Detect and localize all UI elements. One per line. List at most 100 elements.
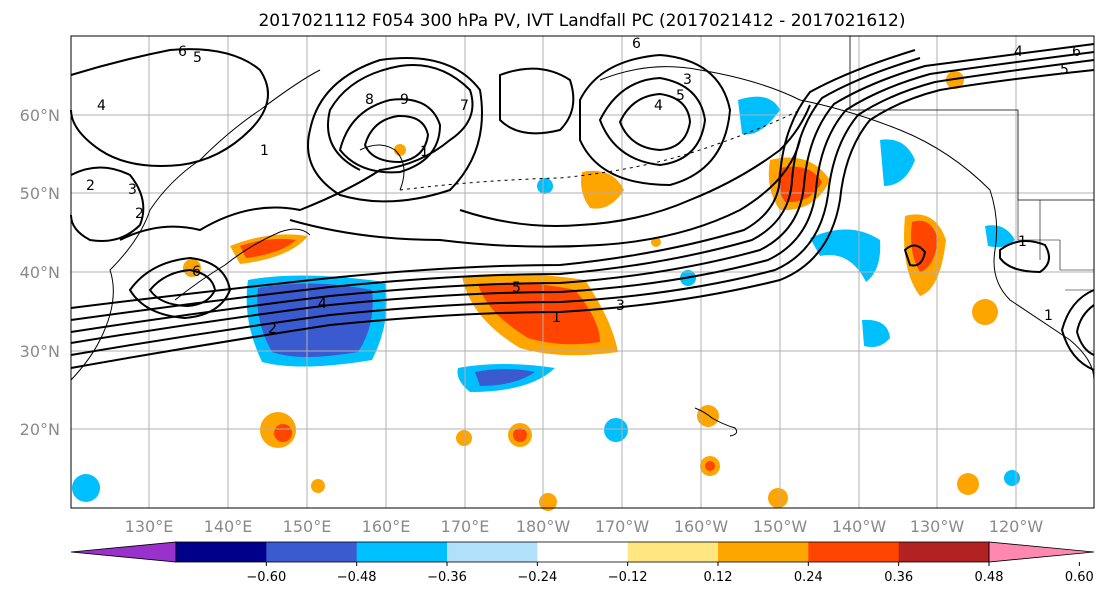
negative-anomaly-blob: [604, 418, 628, 442]
positive-anomaly-blob: [946, 71, 964, 89]
contour-label: 5: [1060, 62, 1069, 78]
us-canada-border: [849, 36, 1094, 201]
pv-contour-line: [289, 139, 801, 248]
pv-contour-line: [618, 92, 692, 152]
positive-anomaly-blob: [651, 237, 661, 247]
negative-anomaly-region: [985, 225, 1015, 248]
pv-contour-line: [70, 59, 1095, 356]
colorbar-tick-label: 0.24: [794, 570, 823, 585]
colorbar-tick-label: 0.60: [1065, 570, 1094, 585]
contour-label: 5: [193, 50, 202, 66]
longitude-label: 180°W: [516, 517, 571, 536]
negative-anomaly-core: [475, 369, 535, 386]
longitude-label: 170°W: [595, 517, 650, 536]
colorbar-outline: [175, 541, 990, 563]
negative-anomaly-region: [862, 319, 890, 347]
pv-contour-line: [598, 76, 707, 167]
pv-contour-line: [70, 51, 1095, 344]
pv-contour-line: [903, 244, 927, 267]
colorbar-segment: [266, 542, 358, 562]
negative-anomaly-blob: [1004, 470, 1020, 486]
map-frame: [70, 35, 1095, 509]
asia-coastline: [70, 69, 321, 381]
longitude-label: 160°W: [674, 517, 729, 536]
contour-label: 2: [135, 206, 144, 222]
pv-contour-line: [1075, 304, 1095, 356]
pv-contour-line: [70, 69, 1095, 369]
positive-anomaly-core: [240, 238, 296, 258]
positive-anomaly-core: [478, 282, 600, 345]
pv-contour-line: [70, 43, 1095, 333]
contour-label: 3: [128, 182, 137, 198]
colorbar: −0.60 −0.48 −0.36 −0.24 −0.12 0.12 0.24 0.36 0.4…: [70, 541, 1095, 585]
contour-label: 6: [1072, 44, 1081, 60]
longitude-label: 160°E: [362, 517, 411, 536]
positive-anomaly-blob: [394, 144, 406, 156]
latitude-labels: 60°N 50°N 40°N 30°N 20°N: [20, 106, 60, 439]
contour-label: 4: [1014, 44, 1023, 60]
latitude-label: 50°N: [20, 184, 60, 203]
colorbar-segment: [898, 542, 990, 562]
pv-contour-line: [128, 256, 232, 320]
contour-labels: 6 5 4 3 2 1 9 8 7 6 5 4 3 2 1 6 2 4 5 1 …: [86, 36, 1081, 337]
contour-label: 6: [632, 36, 641, 52]
contour-label: 1: [1018, 234, 1027, 250]
contour-label: 4: [97, 98, 106, 114]
longitude-labels: 130°E 140°E 150°E 160°E 170°E 180°W 170°…: [125, 517, 1044, 536]
negative-anomaly-region: [738, 96, 780, 135]
colorbar-extension-low: [70, 541, 177, 563]
contour-label: 2: [268, 321, 277, 337]
pv-contour-line: [148, 268, 217, 308]
pv-contour-line: [307, 57, 483, 203]
contour-label: 5: [676, 88, 685, 104]
pv-contours: [70, 43, 1095, 371]
negative-anomaly-blob: [537, 178, 553, 194]
colorbar-segment: [808, 542, 900, 562]
aleutian-chain: [399, 109, 801, 191]
colorbar-segment: [718, 542, 809, 562]
negative-anomaly-region: [810, 229, 881, 282]
colorbar-tick-label: 0.36: [884, 570, 913, 585]
gridlines: [71, 36, 1094, 508]
colorbar-tick-label: 0.48: [975, 570, 1004, 585]
pv-contour-line: [579, 53, 732, 187]
longitude-label: 140°E: [204, 517, 253, 536]
contour-label: 4: [318, 296, 327, 312]
pv-contour-line: [70, 49, 916, 309]
contour-label: 4: [654, 98, 663, 114]
pv-contour-line: [363, 114, 430, 164]
longitude-label: 170°E: [441, 517, 490, 536]
longitude-label: 150°W: [753, 517, 808, 536]
latitude-label: 40°N: [20, 263, 60, 282]
pv-contour-line: [338, 98, 442, 174]
alaska-coastline: [599, 66, 991, 191]
contour-label: 5: [512, 280, 521, 296]
colorbar-tick-label: 0.12: [704, 570, 733, 585]
positive-anomaly-region: [581, 170, 624, 209]
contour-label: 3: [683, 72, 692, 88]
longitude-label: 140°W: [832, 517, 887, 536]
pv-contour-line: [999, 240, 1050, 274]
contour-label: 6: [192, 264, 201, 280]
longitude-label: 150°E: [283, 517, 332, 536]
negative-anomaly-region: [880, 139, 915, 186]
colorbar-tick-label: −0.36: [427, 570, 467, 585]
colorbar-segment: [447, 542, 538, 562]
latitude-label: 60°N: [20, 106, 60, 125]
contour-label: 1: [420, 144, 429, 160]
positive-anomaly-blob: [456, 430, 472, 446]
pv-contour-line: [70, 57, 921, 321]
pv-contour-line: [499, 67, 575, 135]
positive-anomaly-blob: [957, 473, 979, 495]
positive-anomaly-blob: [311, 479, 325, 493]
colorbar-segment: [627, 542, 719, 562]
pv-contour-line: [459, 104, 811, 227]
coastlines: [70, 36, 1095, 437]
contour-label: 3: [616, 298, 625, 314]
pv-contour-line: [119, 64, 474, 241]
colorbar-tick-label: −0.24: [517, 570, 557, 585]
longitude-label: 130°W: [910, 517, 965, 536]
colorbar-segment: [176, 542, 267, 562]
positive-anomaly-blob: [705, 461, 715, 471]
